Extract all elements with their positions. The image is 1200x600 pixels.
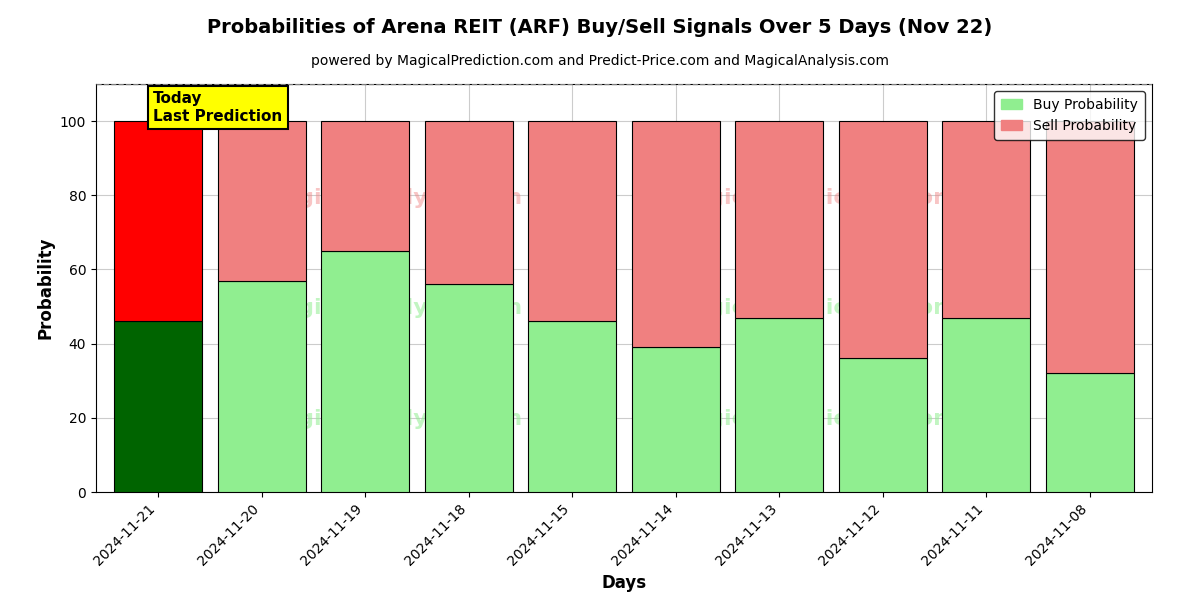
Bar <box>322 251 409 492</box>
Text: Today
Last Prediction: Today Last Prediction <box>152 91 282 124</box>
Text: MagicalPrediction.com: MagicalPrediction.com <box>671 188 956 208</box>
Bar <box>839 121 926 358</box>
Bar <box>736 121 823 317</box>
Text: MagicalAnalysis.com: MagicalAnalysis.com <box>262 188 522 208</box>
Text: powered by MagicalPrediction.com and Predict-Price.com and MagicalAnalysis.com: powered by MagicalPrediction.com and Pre… <box>311 54 889 68</box>
Bar <box>736 317 823 492</box>
Bar <box>528 121 617 322</box>
Text: MagicalAnalysis.com: MagicalAnalysis.com <box>262 409 522 428</box>
Bar <box>942 121 1031 317</box>
Bar <box>114 121 202 322</box>
Bar <box>942 317 1031 492</box>
Bar <box>217 281 306 492</box>
Y-axis label: Probability: Probability <box>36 237 54 339</box>
Bar <box>217 121 306 281</box>
Bar <box>1046 373 1134 492</box>
Bar <box>425 121 512 284</box>
Text: Probabilities of Arena REIT (ARF) Buy/Sell Signals Over 5 Days (Nov 22): Probabilities of Arena REIT (ARF) Buy/Se… <box>208 18 992 37</box>
Text: MagicalAnalysis.com: MagicalAnalysis.com <box>262 298 522 319</box>
Bar <box>631 347 720 492</box>
Bar <box>631 121 720 347</box>
Text: MagicalPrediction.com: MagicalPrediction.com <box>671 298 956 319</box>
Legend: Buy Probability, Sell Probability: Buy Probability, Sell Probability <box>995 91 1145 140</box>
Bar <box>528 322 617 492</box>
Bar <box>839 358 926 492</box>
Text: MagicalPrediction.com: MagicalPrediction.com <box>671 409 956 428</box>
Bar <box>322 121 409 251</box>
Bar <box>114 322 202 492</box>
Bar <box>425 284 512 492</box>
X-axis label: Days: Days <box>601 574 647 592</box>
Bar <box>1046 121 1134 373</box>
